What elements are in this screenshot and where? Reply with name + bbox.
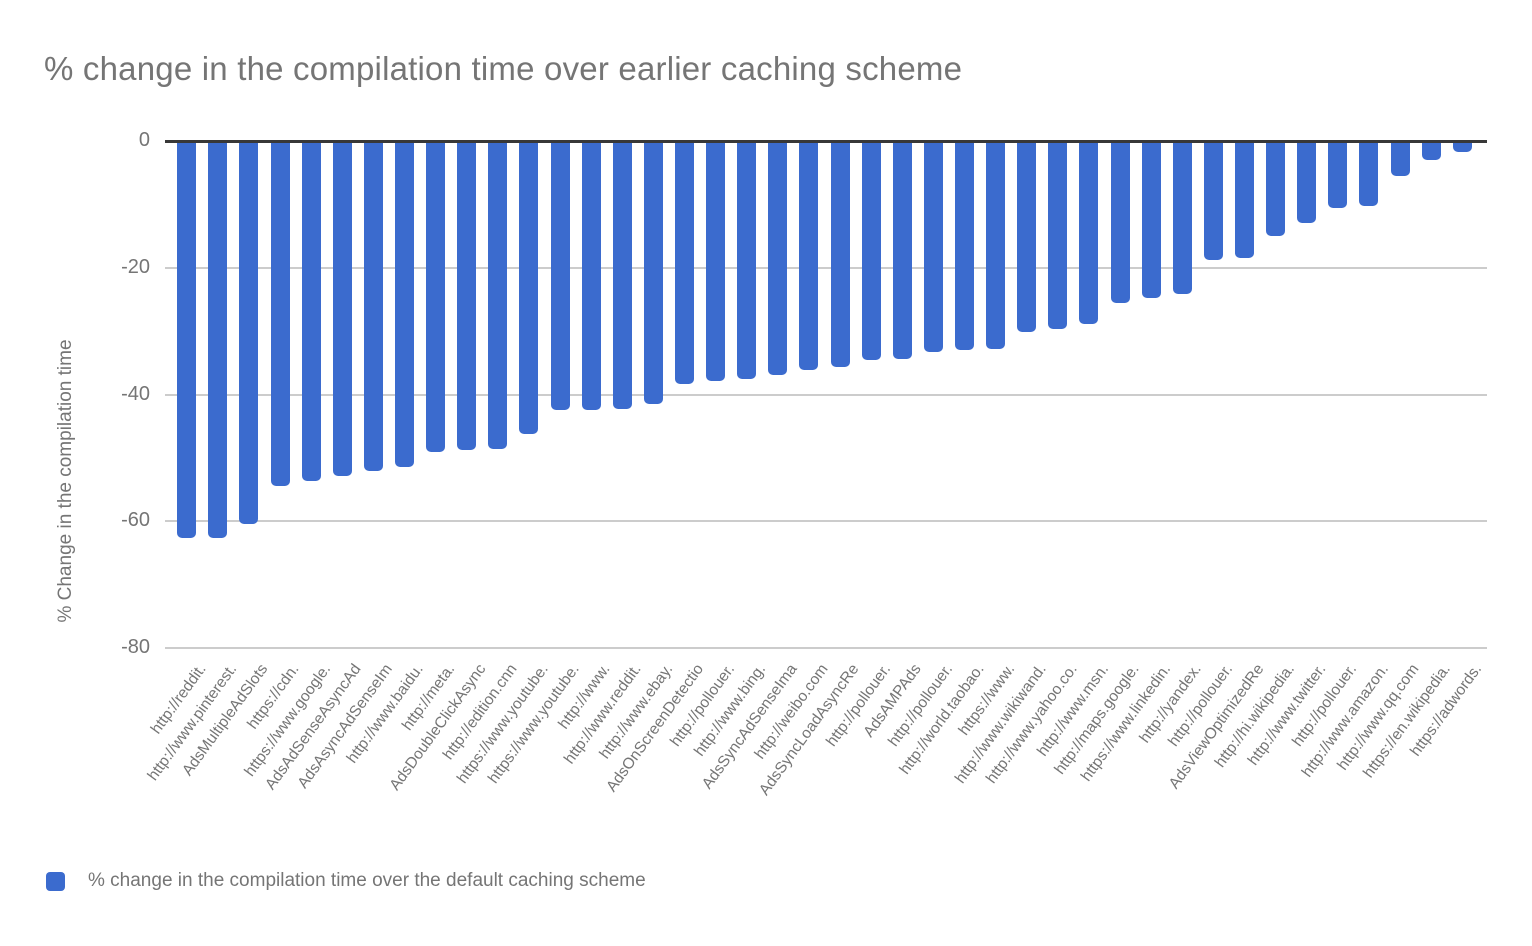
- y-tick-label: -60: [121, 509, 150, 532]
- bar[interactable]: [519, 141, 539, 435]
- legend-swatch: [46, 871, 65, 891]
- gridline: [165, 520, 1487, 523]
- x-axis-baseline: [165, 139, 1487, 143]
- bar[interactable]: [1328, 141, 1348, 208]
- bar[interactable]: [1079, 141, 1099, 324]
- bar[interactable]: [363, 141, 383, 472]
- bar[interactable]: [177, 141, 197, 538]
- y-tick-label: -20: [121, 255, 150, 278]
- bar[interactable]: [1203, 141, 1223, 261]
- y-tick-label: 0: [138, 129, 150, 151]
- bar[interactable]: [332, 141, 352, 477]
- bar[interactable]: [488, 141, 508, 449]
- legend: % change in the compilation time over th…: [46, 870, 646, 892]
- bar[interactable]: [457, 141, 477, 451]
- bar[interactable]: [830, 141, 850, 368]
- bar[interactable]: [426, 141, 446, 453]
- bar[interactable]: [1266, 141, 1286, 237]
- bar[interactable]: [986, 141, 1006, 349]
- legend-label: % change in the compilation time over th…: [88, 870, 646, 891]
- bar[interactable]: [955, 141, 974, 351]
- gridline: [165, 647, 1487, 649]
- bar[interactable]: [1297, 141, 1317, 224]
- bar[interactable]: [674, 141, 694, 384]
- bar[interactable]: [799, 141, 819, 370]
- bar[interactable]: [1172, 141, 1192, 295]
- bar[interactable]: [892, 141, 912, 359]
- bar[interactable]: [1048, 141, 1068, 330]
- bar[interactable]: [706, 141, 726, 381]
- bar[interactable]: [1421, 141, 1441, 160]
- bar[interactable]: [1110, 141, 1130, 304]
- bar[interactable]: [581, 141, 601, 410]
- gridline: [165, 393, 1487, 396]
- gridline: [165, 266, 1487, 269]
- y-axis-title: % Change in the compilation time: [55, 339, 76, 623]
- bar[interactable]: [1359, 141, 1379, 207]
- bar[interactable]: [1235, 141, 1254, 259]
- bar[interactable]: [270, 141, 290, 486]
- y-tick-label: -40: [121, 382, 150, 405]
- bar[interactable]: [1017, 141, 1037, 333]
- bar[interactable]: [737, 141, 757, 380]
- bar[interactable]: [1452, 141, 1472, 153]
- bar[interactable]: [301, 141, 321, 482]
- bar[interactable]: [768, 141, 788, 375]
- y-tick-label: -80: [121, 636, 150, 658]
- bar[interactable]: [239, 141, 259, 524]
- bar[interactable]: [612, 141, 632, 410]
- bar[interactable]: [550, 141, 570, 411]
- bar[interactable]: [208, 141, 228, 538]
- bar[interactable]: [861, 141, 881, 361]
- bar[interactable]: [923, 141, 943, 353]
- chart-title: % change in the compilation time over ea…: [44, 50, 963, 87]
- bar[interactable]: [1390, 141, 1410, 177]
- bar[interactable]: [643, 141, 663, 404]
- bar[interactable]: [1141, 141, 1161, 299]
- bar[interactable]: [394, 141, 414, 468]
